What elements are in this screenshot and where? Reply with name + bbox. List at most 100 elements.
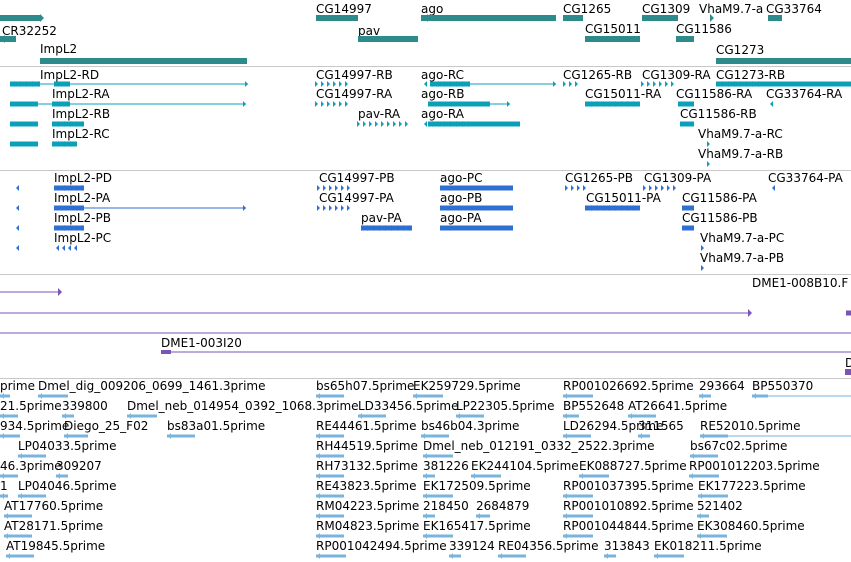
feature-label[interactable]: CG11586-RB (680, 107, 757, 121)
feature-label[interactable]: 934.5prime (0, 419, 69, 433)
feature-block[interactable] (423, 454, 453, 458)
feature-label[interactable]: CG1309 (642, 2, 690, 16)
feature-label[interactable]: Dmel_neb_014954_0392_1068.3prime (127, 399, 359, 413)
feature-label[interactable]: VhaM9.7-a (699, 2, 763, 16)
feature-label[interactable]: ImpL2-PC (54, 231, 111, 245)
feature-block[interactable] (690, 454, 718, 458)
feature-block[interactable] (642, 15, 678, 21)
feature-label[interactable]: CG1309-PA (644, 171, 712, 185)
feature-block[interactable] (10, 141, 38, 147)
feature-label[interactable]: CG15011-PA (586, 191, 662, 205)
feature-label[interactable]: CG1273-RB (716, 68, 785, 82)
feature-label[interactable]: RH44519.5prime (316, 439, 418, 453)
feature-label[interactable]: CG1265 (563, 2, 611, 16)
feature-block[interactable] (678, 101, 694, 107)
feature-block[interactable] (563, 414, 579, 418)
feature-block[interactable] (846, 310, 851, 316)
feature-block[interactable] (52, 101, 70, 107)
feature-block[interactable] (316, 454, 344, 458)
feature-block[interactable] (6, 554, 34, 558)
feature-block[interactable] (638, 434, 650, 438)
feature-block[interactable] (423, 474, 435, 478)
feature-block[interactable] (54, 205, 84, 211)
feature-label[interactable]: RP001012203.5prime (689, 459, 820, 473)
feature-block[interactable] (62, 414, 74, 418)
feature-block[interactable] (18, 454, 46, 458)
feature-block[interactable] (40, 58, 247, 64)
feature-block[interactable] (4, 534, 32, 538)
feature-label[interactable]: CG11586-PA (682, 191, 758, 205)
feature-label[interactable]: 21.5prime (0, 399, 62, 413)
feature-block[interactable] (64, 434, 88, 438)
feature-block[interactable] (0, 474, 18, 478)
feature-block[interactable] (563, 514, 593, 518)
feature-block[interactable] (161, 350, 171, 354)
feature-label[interactable]: 311565 (638, 419, 684, 433)
feature-block[interactable] (697, 534, 727, 538)
feature-label[interactable]: CG33764-PA (768, 171, 844, 185)
feature-block[interactable] (716, 81, 851, 87)
feature-label[interactable]: LD33456.5prime (358, 399, 459, 413)
feature-block[interactable] (697, 514, 709, 518)
feature-label[interactable]: DME1-008B10.F (752, 276, 848, 290)
feature-block[interactable] (18, 494, 46, 498)
feature-label[interactable]: AT19845.5prime (6, 539, 105, 553)
feature-label[interactable]: 309207 (56, 459, 102, 473)
feature-label[interactable]: prime (0, 379, 35, 393)
feature-label[interactable]: pav-PA (361, 211, 403, 225)
feature-label[interactable]: CG1265-RB (563, 68, 632, 82)
feature-block[interactable] (0, 434, 20, 438)
feature-label[interactable]: BP550370 (752, 379, 813, 393)
feature-label[interactable]: Diego_25_F02 (64, 419, 148, 433)
feature-label[interactable]: RM04223.5prime (316, 499, 419, 513)
feature-block[interactable] (585, 36, 640, 42)
feature-label[interactable]: bs67c02.5prime (690, 439, 787, 453)
feature-label[interactable]: Dmel_neb_012191_0332_2522.3prime (423, 439, 655, 453)
feature-block[interactable] (699, 394, 711, 398)
feature-label[interactable]: CG14997-PB (319, 171, 395, 185)
feature-label[interactable]: RE44461.5prime (316, 419, 417, 433)
feature-block[interactable] (428, 101, 490, 107)
feature-label[interactable]: 339800 (62, 399, 108, 413)
feature-label[interactable]: pav-RA (358, 107, 401, 121)
feature-label[interactable]: VhaM9.7-a-RB (698, 147, 783, 161)
feature-block[interactable] (440, 205, 513, 211)
feature-block[interactable] (423, 494, 453, 498)
feature-label[interactable]: CG15011 (585, 22, 641, 36)
feature-label[interactable]: RE04356.5prime (498, 539, 599, 553)
feature-block[interactable] (845, 369, 851, 375)
feature-block[interactable] (56, 474, 68, 478)
feature-block[interactable] (0, 15, 41, 21)
feature-block[interactable] (563, 534, 593, 538)
feature-label[interactable]: LP04046.5prime (18, 479, 117, 493)
feature-block[interactable] (54, 81, 70, 87)
feature-block[interactable] (586, 205, 640, 211)
feature-label[interactable]: RP001010892.5prime (563, 499, 694, 513)
feature-label[interactable]: bs46b04.3prime (421, 419, 519, 433)
feature-block[interactable] (498, 554, 526, 558)
feature-block[interactable] (768, 15, 782, 21)
feature-label[interactable]: CG15011-RA (585, 87, 662, 101)
feature-block[interactable] (563, 15, 583, 21)
feature-block[interactable] (421, 434, 449, 438)
feature-block[interactable] (586, 101, 640, 107)
feature-block[interactable] (628, 414, 656, 418)
feature-label[interactable]: 521402 (697, 499, 743, 513)
feature-block[interactable] (689, 474, 719, 478)
feature-label[interactable]: bs65h07.5prime (316, 379, 414, 393)
feature-label[interactable]: RE52010.5prime (700, 419, 801, 433)
feature-block[interactable] (449, 554, 461, 558)
feature-label[interactable]: ImpL2-RC (52, 127, 110, 141)
feature-block[interactable] (38, 394, 68, 398)
feature-label[interactable]: CG1309-RA (642, 68, 711, 82)
feature-block[interactable] (428, 121, 520, 127)
feature-label[interactable]: ago (421, 2, 443, 16)
feature-label[interactable]: ImpL2-PD (54, 171, 112, 185)
feature-label[interactable]: AT17760.5prime (4, 499, 103, 513)
feature-label[interactable]: 1 (0, 479, 8, 493)
feature-label[interactable]: ago-PB (440, 191, 482, 205)
feature-label[interactable]: CG14997-RA (316, 87, 393, 101)
feature-label[interactable]: CG1265-PB (565, 171, 633, 185)
feature-label[interactable]: DME1-003I20 (161, 336, 242, 350)
feature-block[interactable] (316, 474, 344, 478)
